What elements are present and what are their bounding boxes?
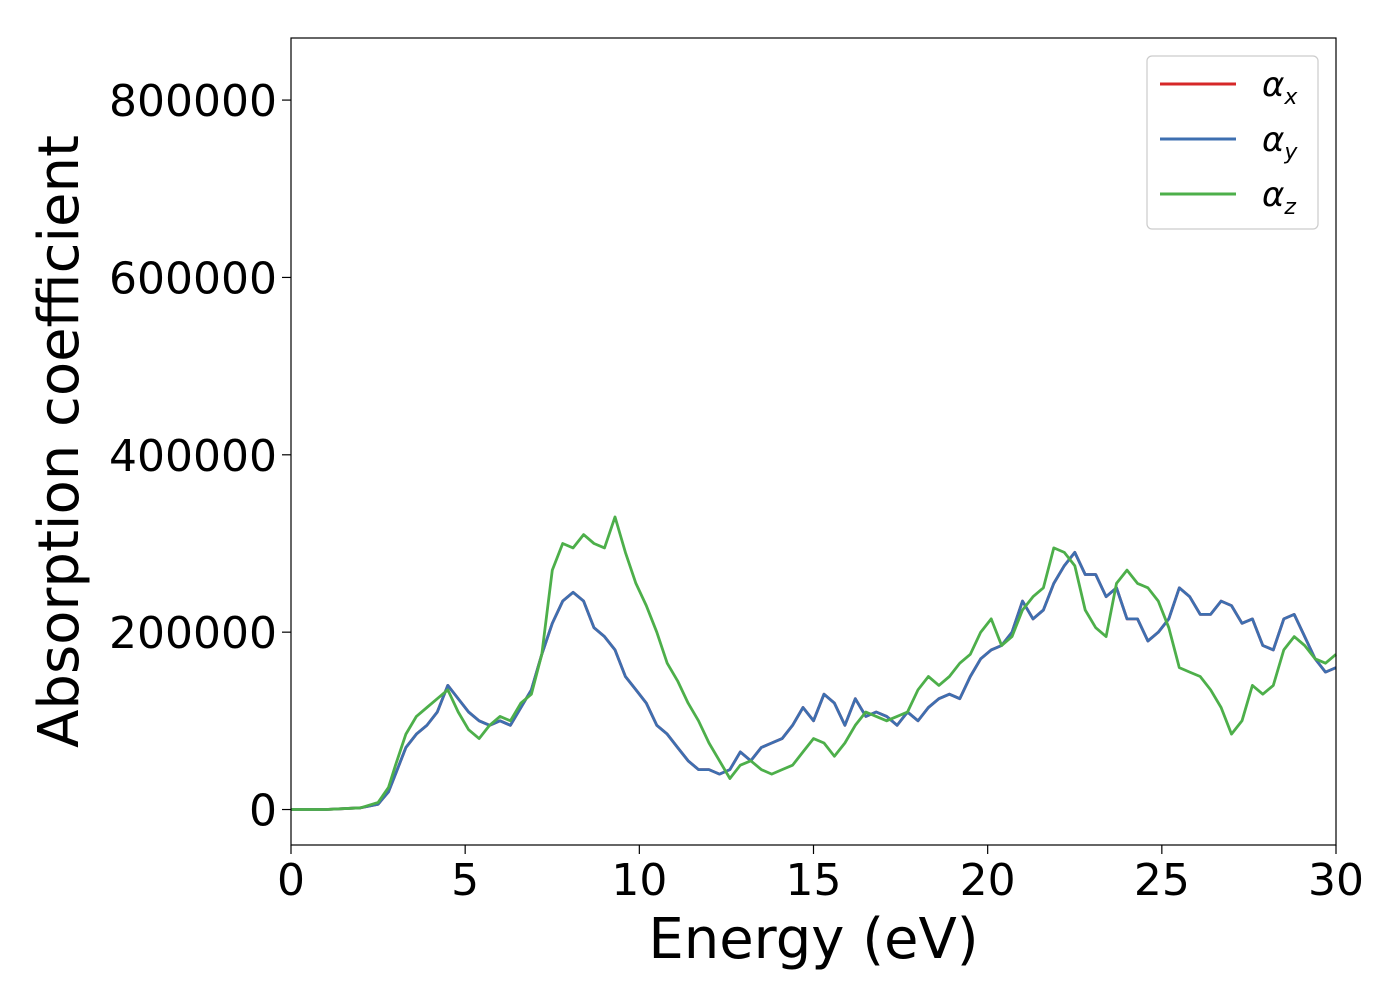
y-tick-label: 200000 xyxy=(109,608,277,659)
x-tick-label: 25 xyxy=(1134,855,1190,906)
legend-label-subscript: y xyxy=(1283,140,1298,165)
x-tick-label: 5 xyxy=(451,855,479,906)
legend-label-symbol: α xyxy=(1262,65,1284,105)
series-line-z xyxy=(291,515,1337,811)
x-tick-label: 30 xyxy=(1308,855,1364,906)
x-axis-title: Energy (eV) xyxy=(648,907,978,972)
legend-label-y: αy xyxy=(1262,120,1298,165)
y-tick-label: 600000 xyxy=(109,253,277,304)
legend-label-z: αz xyxy=(1262,175,1296,220)
y-axis: 0 200000 400000 600000 800000 xyxy=(109,76,291,837)
x-tick-label: 10 xyxy=(611,855,667,906)
legend-label-x: αx xyxy=(1262,65,1298,110)
y-tick-label: 400000 xyxy=(109,431,277,482)
legend-label-symbol: α xyxy=(1262,175,1284,215)
legend-label-subscript: x xyxy=(1283,85,1298,110)
legend-label-symbol: α xyxy=(1262,120,1284,160)
series-layer xyxy=(291,515,1337,811)
legend-label-subscript: z xyxy=(1283,195,1296,220)
y-tick-label: 800000 xyxy=(109,76,277,127)
y-axis-title: Absorption coefficient xyxy=(27,135,92,748)
x-tick-label: 15 xyxy=(786,855,842,906)
y-tick-label: 0 xyxy=(249,786,277,837)
legend-box xyxy=(1146,55,1319,230)
x-tick-label: 20 xyxy=(960,855,1016,906)
x-tick-label: 0 xyxy=(277,855,305,906)
series-line-y xyxy=(291,551,1337,811)
x-axis: 0 5 10 15 20 25 30 xyxy=(277,845,1364,906)
